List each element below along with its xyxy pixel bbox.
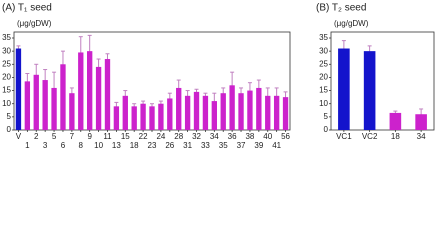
x-tick-label: 6 bbox=[61, 141, 66, 150]
x-tick-label: 37 bbox=[237, 141, 246, 150]
bar bbox=[202, 95, 209, 130]
bar bbox=[95, 66, 102, 130]
y-tick-label: 30 bbox=[2, 46, 11, 55]
bar bbox=[42, 80, 48, 130]
x-tick-label: 31 bbox=[183, 141, 192, 150]
x-tick-label: 18 bbox=[391, 132, 400, 141]
bar bbox=[193, 91, 200, 130]
x-tick-label: 40 bbox=[263, 132, 272, 141]
bar bbox=[104, 59, 111, 130]
x-tick-label: VC1 bbox=[336, 132, 352, 141]
bar bbox=[15, 48, 22, 131]
y-axis-label: (μg/gDW) bbox=[17, 19, 52, 28]
y-tick-label: 0 bbox=[324, 125, 329, 134]
bar bbox=[158, 103, 164, 130]
bar bbox=[247, 90, 253, 130]
x-tick-label: 34 bbox=[417, 132, 426, 141]
x-tick-label: 56 bbox=[281, 132, 290, 141]
x-tick-label: 13 bbox=[112, 141, 121, 150]
y-tick-label: 35 bbox=[319, 33, 328, 42]
x-tick-label: 36 bbox=[228, 132, 237, 141]
x-tick-label: 10 bbox=[94, 141, 103, 150]
bar bbox=[78, 52, 84, 131]
bar bbox=[113, 106, 120, 130]
x-tick-label: 33 bbox=[201, 141, 210, 150]
y-tick-label: 5 bbox=[7, 112, 12, 121]
bar bbox=[184, 95, 191, 130]
bar bbox=[87, 51, 93, 131]
y-tick-label: 15 bbox=[319, 86, 328, 95]
bar bbox=[273, 95, 280, 130]
bar bbox=[220, 93, 226, 130]
bar bbox=[122, 95, 128, 130]
bar bbox=[131, 106, 137, 130]
bar bbox=[33, 74, 39, 130]
x-tick-label: 32 bbox=[192, 132, 201, 141]
x-tick-label: 34 bbox=[210, 132, 219, 141]
y-tick-label: 25 bbox=[2, 59, 11, 68]
bar bbox=[149, 106, 155, 130]
bar bbox=[211, 101, 217, 130]
y-tick-label: 20 bbox=[319, 73, 328, 82]
x-tick-label: 1 bbox=[25, 141, 30, 150]
bar bbox=[415, 114, 427, 130]
x-tick-label: 35 bbox=[219, 141, 228, 150]
x-tick-label: 23 bbox=[148, 141, 157, 150]
chart-title: (B) T₂ seed bbox=[316, 3, 366, 14]
y-tick-label: 20 bbox=[2, 73, 11, 82]
bar bbox=[229, 85, 235, 130]
y-tick-label: 10 bbox=[2, 99, 11, 108]
bar bbox=[24, 81, 31, 130]
chart: (A) T₁ seed(μg/gDW)05101520253035V123567… bbox=[2, 3, 435, 150]
x-tick-label: 8 bbox=[79, 141, 84, 150]
x-tick-label: 38 bbox=[245, 132, 254, 141]
x-tick-label: 26 bbox=[165, 141, 174, 150]
plot-frame bbox=[330, 31, 435, 131]
bar bbox=[60, 64, 66, 130]
x-tick-label: V bbox=[16, 132, 22, 141]
x-tick-label: 9 bbox=[87, 132, 92, 141]
bar bbox=[69, 93, 75, 130]
y-tick-label: 15 bbox=[2, 86, 11, 95]
x-tick-label: 41 bbox=[272, 141, 281, 150]
bar bbox=[389, 112, 402, 130]
bar bbox=[282, 97, 289, 130]
x-tick-label: 18 bbox=[130, 141, 139, 150]
bar bbox=[176, 87, 182, 130]
x-tick-label: 7 bbox=[70, 132, 75, 141]
y-tick-label: 5 bbox=[324, 112, 329, 121]
x-tick-label: 39 bbox=[254, 141, 263, 150]
bar bbox=[265, 95, 271, 130]
x-tick-label: 11 bbox=[103, 132, 112, 141]
chart-title: (A) T₁ seed bbox=[2, 3, 52, 14]
y-tick-label: 0 bbox=[7, 125, 12, 134]
y-axis-label: (μg/gDW) bbox=[334, 19, 369, 28]
x-tick-label: 3 bbox=[43, 141, 48, 150]
x-tick-label: 2 bbox=[34, 132, 39, 141]
bar bbox=[363, 51, 376, 131]
bar bbox=[256, 87, 262, 130]
bar bbox=[238, 93, 244, 130]
x-tick-label: VC2 bbox=[362, 132, 378, 141]
bar bbox=[51, 87, 57, 130]
x-tick-label: 22 bbox=[139, 132, 148, 141]
y-tick-label: 10 bbox=[319, 99, 328, 108]
x-tick-label: 15 bbox=[121, 132, 130, 141]
y-tick-label: 25 bbox=[319, 59, 328, 68]
x-tick-label: 28 bbox=[174, 132, 183, 141]
bar bbox=[167, 98, 173, 130]
bar bbox=[140, 103, 146, 130]
x-tick-label: 5 bbox=[52, 132, 57, 141]
y-tick-label: 35 bbox=[2, 33, 11, 42]
y-tick-label: 30 bbox=[319, 46, 328, 55]
x-tick-label: 24 bbox=[156, 132, 165, 141]
bar bbox=[338, 48, 350, 131]
